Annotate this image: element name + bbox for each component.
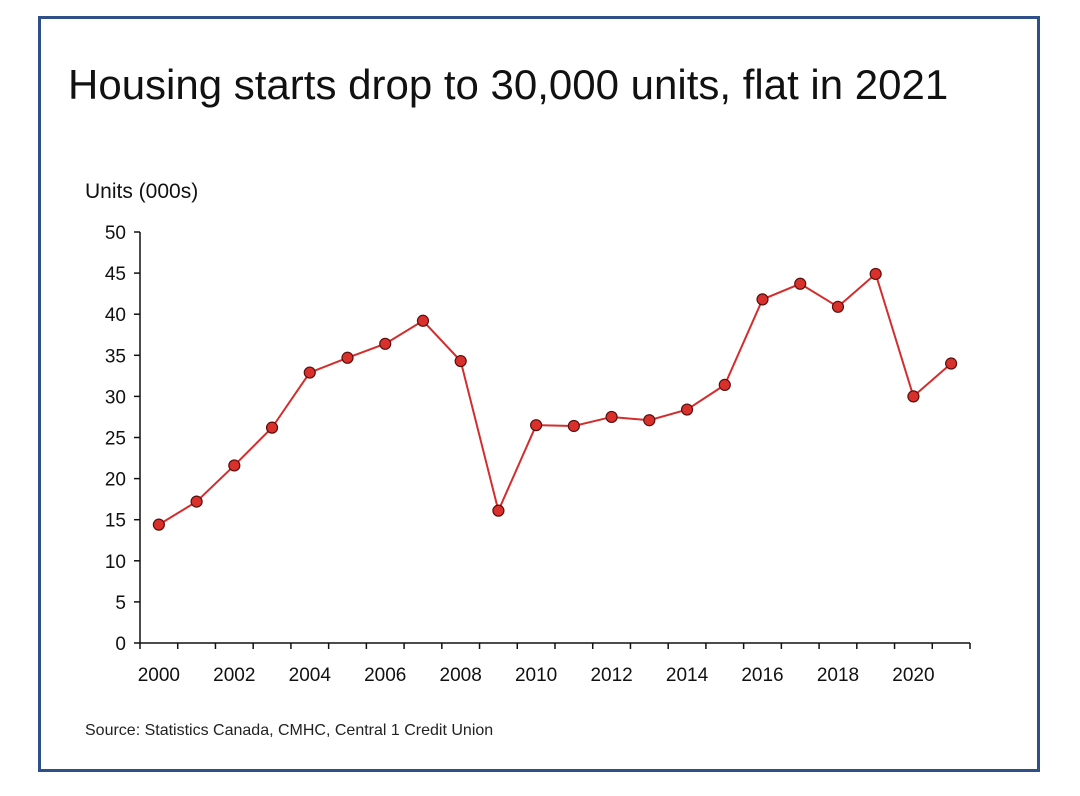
x-tick-label: 2000 <box>138 665 180 686</box>
data-point <box>945 357 958 370</box>
data-point <box>794 277 807 290</box>
y-tick-label: 5 <box>115 593 126 614</box>
data-point <box>152 518 165 531</box>
x-tick-label: 2012 <box>590 665 632 686</box>
y-tick-label: 20 <box>105 470 126 491</box>
data-point <box>492 504 505 517</box>
y-tick-label: 30 <box>105 387 126 408</box>
data-point <box>228 459 241 472</box>
x-tick-label: 2002 <box>213 665 255 686</box>
data-point <box>907 390 920 403</box>
x-tick-label: 2004 <box>289 665 332 686</box>
data-point <box>303 366 316 379</box>
data-point <box>341 351 354 364</box>
data-point <box>643 414 656 427</box>
chart-title: Housing starts drop to 30,000 units, fla… <box>68 61 949 108</box>
y-tick-label: 10 <box>105 552 126 573</box>
data-point <box>869 267 882 281</box>
y-axis-label: Units (000s) <box>85 180 199 203</box>
x-tick-label: 2008 <box>440 665 482 686</box>
data-point <box>190 495 203 508</box>
data-point <box>379 337 392 350</box>
y-tick-label: 15 <box>105 511 126 532</box>
x-tick-label: 2006 <box>364 665 406 686</box>
data-point <box>605 410 618 424</box>
x-tick-label: 2014 <box>666 665 709 686</box>
y-tick-label: 35 <box>105 346 126 367</box>
data-point <box>831 300 845 313</box>
source-note: Source: Statistics Canada, CMHC, Central… <box>85 722 494 739</box>
data-point <box>756 293 769 306</box>
x-tick-label: 2016 <box>741 665 783 686</box>
y-tick-label: 40 <box>105 305 126 326</box>
chart-frame <box>38 16 1040 772</box>
y-tick-label: 50 <box>105 223 126 244</box>
data-point <box>567 419 580 433</box>
data-point <box>265 421 279 434</box>
y-tick-label: 45 <box>105 264 126 285</box>
data-point <box>454 354 467 368</box>
data-point <box>680 403 694 416</box>
x-tick-label: 2020 <box>892 665 934 686</box>
data-point <box>718 378 731 391</box>
x-tick-label: 2010 <box>515 665 557 686</box>
data-point <box>530 419 543 432</box>
x-tick-label: 2018 <box>817 665 859 686</box>
data-point <box>416 314 430 327</box>
series-line <box>158 272 952 526</box>
y-tick-label: 0 <box>115 634 126 655</box>
y-tick-label: 25 <box>105 429 126 450</box>
